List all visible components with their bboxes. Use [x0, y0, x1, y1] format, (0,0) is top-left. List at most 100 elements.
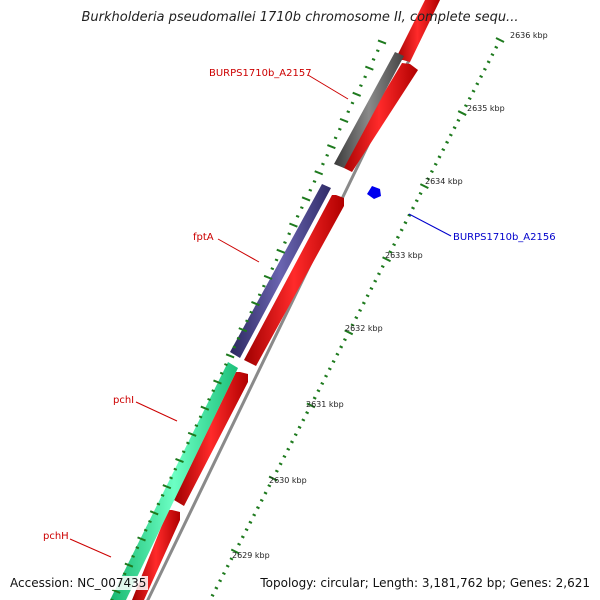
scale-tick — [475, 82, 480, 86]
density-tick — [169, 476, 173, 480]
scale-tick — [267, 484, 272, 488]
scale-tick — [252, 513, 257, 517]
density-tick — [339, 117, 349, 123]
density-tick — [111, 588, 121, 594]
scale-tick — [327, 367, 332, 371]
scale-tick — [445, 140, 449, 144]
topology-summary: Topology: circular; Length: 3,181,762 bp… — [258, 576, 592, 590]
scale-label: 2632 kbp — [345, 324, 383, 333]
scale-tick — [214, 586, 219, 590]
density-tick — [350, 101, 355, 105]
scale-tick — [210, 593, 215, 598]
scale-label: 2633 kbp — [385, 251, 423, 260]
density-tick — [270, 267, 275, 271]
density-tick — [363, 75, 367, 79]
scale-tick — [335, 352, 340, 356]
scale-tick — [225, 564, 230, 568]
density-tick — [162, 484, 172, 490]
density-tick — [276, 248, 286, 254]
density-tick — [175, 457, 184, 464]
scale-label: 2629 kbp — [232, 551, 270, 560]
gene-label-burps-a2156: BURPS1710b_A2156 — [453, 232, 556, 243]
density-tick — [211, 389, 216, 393]
density-tick — [131, 554, 135, 558]
scale-tick — [380, 264, 385, 269]
scale-label: 2634 kbp — [425, 177, 463, 186]
scale-tick — [437, 155, 442, 159]
scale-tick — [274, 469, 279, 473]
density-tick — [198, 415, 203, 419]
density-tick — [187, 431, 197, 437]
scale-label: 2636 kbp — [510, 31, 548, 40]
scale-labels: 2636 kbp 2635 kbp 2634 kbp 2633 kbp 2632… — [232, 31, 548, 560]
scale-ticks — [210, 37, 505, 598]
density-tick — [312, 179, 317, 184]
scale-tick — [471, 89, 476, 93]
scale-tick — [248, 520, 253, 524]
scale-tick — [395, 235, 400, 239]
density-tick — [263, 274, 273, 280]
scale-tick — [339, 345, 344, 349]
cds-red-2 — [340, 63, 418, 172]
density-tick — [194, 424, 199, 428]
red-cds-track — [132, 0, 440, 600]
scale-tick — [293, 432, 298, 437]
scale-tick — [457, 110, 467, 116]
density-tick — [200, 405, 210, 411]
scale-tick — [316, 389, 321, 393]
cds-red-4 — [174, 372, 248, 506]
scale-tick — [414, 199, 419, 203]
scale-tick — [301, 418, 306, 422]
scale-tick — [490, 52, 495, 57]
scale-tick — [382, 256, 391, 263]
scale-tick — [331, 359, 336, 364]
scale-tick — [494, 45, 499, 49]
scale-tick — [456, 118, 461, 123]
gene-label-fpta: fptA — [193, 232, 214, 243]
scale-tick — [452, 126, 457, 130]
scale-tick — [344, 329, 354, 336]
density-tick — [333, 136, 338, 140]
scale-tick — [377, 272, 381, 276]
scale-tick — [392, 242, 397, 247]
scale-tick — [373, 279, 378, 283]
density-tick — [289, 222, 298, 228]
density-tick — [122, 572, 127, 576]
gene-track — [110, 52, 404, 600]
scale-tick — [305, 411, 310, 415]
density-tick — [156, 502, 161, 506]
density-tick — [207, 397, 211, 401]
density-tick — [325, 153, 330, 157]
density-tick — [143, 528, 148, 532]
scale-tick — [448, 133, 453, 137]
scale-tick — [259, 498, 264, 503]
gene-green — [110, 362, 238, 600]
scale-tick — [411, 206, 415, 210]
gene-label-burps-a2157: BURPS1710b_A2157 — [209, 68, 312, 79]
scale-tick — [240, 535, 245, 539]
density-tick — [257, 293, 262, 297]
density-tick — [236, 336, 241, 340]
density-tick — [249, 310, 254, 314]
scale-tick — [365, 294, 370, 298]
scale-tick — [244, 527, 249, 532]
density-tick — [232, 345, 237, 349]
scale-tick — [361, 301, 366, 305]
scale-tick — [495, 37, 505, 43]
scale-tick — [297, 425, 302, 429]
density-tick — [160, 493, 165, 497]
density-tick — [148, 520, 152, 524]
density-tick — [224, 363, 228, 367]
scale-tick — [407, 213, 412, 218]
density-tick — [287, 232, 292, 236]
scale-tick — [286, 447, 291, 451]
scale-tick — [324, 374, 328, 378]
density-tick — [135, 546, 140, 550]
scale-tick — [429, 169, 434, 174]
density-tick — [213, 379, 222, 385]
accession-text: Accession: NC_007435 — [8, 576, 149, 590]
scale-tick — [256, 506, 260, 510]
scale-tick — [482, 67, 487, 71]
scale-tick — [237, 542, 241, 546]
